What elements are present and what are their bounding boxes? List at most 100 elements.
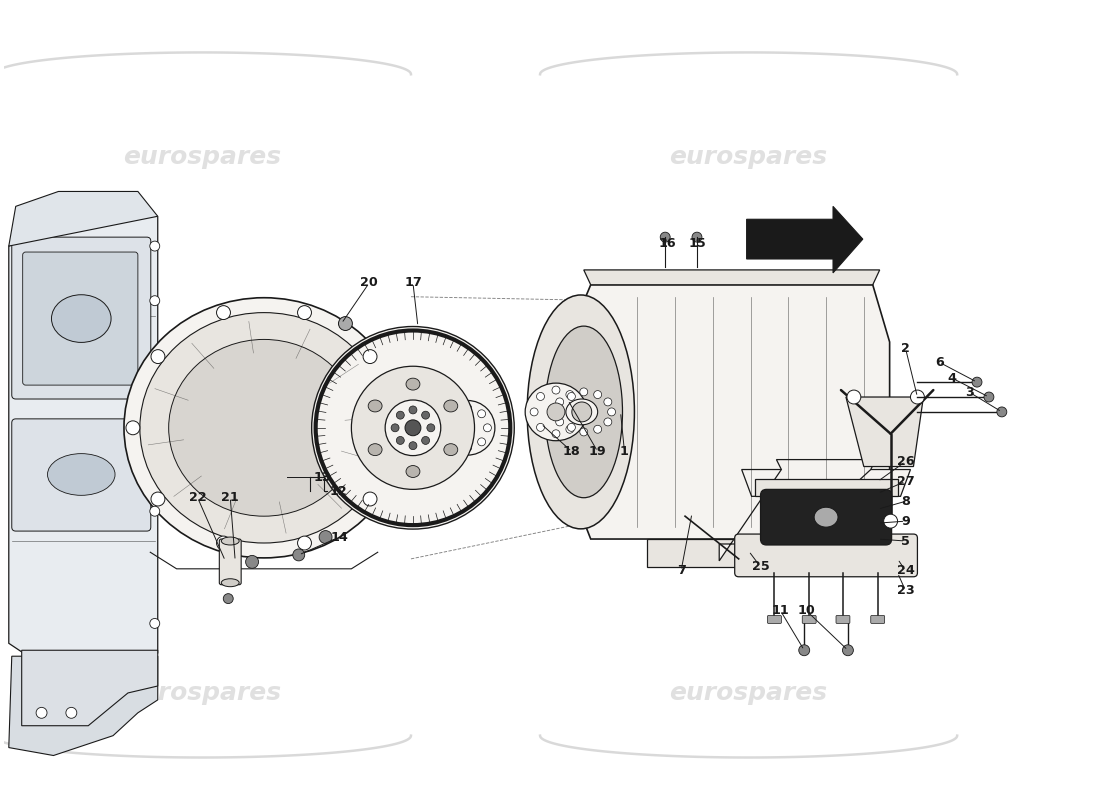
Ellipse shape — [140, 313, 388, 543]
FancyBboxPatch shape — [768, 615, 781, 623]
Circle shape — [392, 424, 399, 432]
Circle shape — [293, 549, 305, 561]
Circle shape — [843, 645, 854, 656]
Ellipse shape — [443, 400, 458, 412]
Circle shape — [427, 424, 434, 432]
Ellipse shape — [443, 444, 458, 456]
Circle shape — [463, 404, 472, 412]
Polygon shape — [755, 479, 898, 496]
Circle shape — [245, 555, 258, 568]
Text: 1: 1 — [620, 445, 629, 458]
Circle shape — [552, 408, 560, 416]
Circle shape — [594, 426, 602, 434]
Circle shape — [594, 390, 602, 398]
Polygon shape — [9, 656, 157, 755]
Text: 7: 7 — [676, 564, 685, 578]
Ellipse shape — [368, 444, 382, 456]
Text: 5: 5 — [901, 534, 910, 547]
Circle shape — [396, 437, 405, 445]
Circle shape — [66, 707, 77, 718]
Circle shape — [607, 408, 616, 416]
Text: eurospares: eurospares — [670, 145, 827, 169]
Text: 12: 12 — [330, 485, 348, 498]
Circle shape — [409, 442, 417, 450]
Ellipse shape — [168, 339, 360, 516]
FancyBboxPatch shape — [871, 615, 884, 623]
Circle shape — [363, 350, 377, 363]
Circle shape — [298, 306, 311, 319]
Text: 19: 19 — [588, 445, 606, 458]
Polygon shape — [647, 539, 821, 567]
Polygon shape — [846, 397, 923, 466]
Circle shape — [477, 410, 485, 418]
FancyBboxPatch shape — [219, 539, 241, 585]
Circle shape — [883, 514, 898, 528]
Polygon shape — [584, 270, 880, 285]
Circle shape — [421, 411, 430, 419]
Polygon shape — [9, 216, 157, 663]
Circle shape — [150, 618, 160, 629]
Circle shape — [537, 423, 544, 431]
Text: 4: 4 — [948, 372, 957, 385]
Circle shape — [547, 403, 565, 421]
Ellipse shape — [814, 507, 838, 527]
FancyBboxPatch shape — [12, 237, 151, 399]
Circle shape — [477, 438, 485, 446]
Text: 9: 9 — [901, 514, 910, 528]
FancyBboxPatch shape — [836, 615, 850, 623]
Ellipse shape — [368, 400, 382, 412]
FancyBboxPatch shape — [23, 252, 138, 385]
Circle shape — [574, 408, 582, 416]
Text: 27: 27 — [896, 475, 914, 488]
Circle shape — [568, 393, 575, 401]
Circle shape — [409, 406, 417, 414]
FancyBboxPatch shape — [735, 534, 917, 577]
Ellipse shape — [385, 400, 441, 456]
Polygon shape — [747, 206, 862, 273]
Ellipse shape — [527, 295, 635, 529]
Circle shape — [217, 536, 230, 550]
FancyBboxPatch shape — [802, 615, 816, 623]
Circle shape — [565, 426, 574, 434]
Ellipse shape — [406, 466, 420, 478]
Circle shape — [530, 408, 538, 416]
Circle shape — [450, 410, 458, 418]
Circle shape — [984, 392, 994, 402]
Circle shape — [911, 390, 924, 404]
Text: 6: 6 — [935, 356, 944, 369]
Circle shape — [150, 400, 160, 410]
Text: 25: 25 — [751, 560, 769, 574]
Circle shape — [421, 437, 430, 445]
Circle shape — [150, 506, 160, 516]
Ellipse shape — [47, 454, 116, 495]
Circle shape — [580, 428, 587, 436]
Circle shape — [217, 306, 230, 319]
Text: 23: 23 — [896, 584, 914, 597]
Polygon shape — [575, 285, 890, 539]
Polygon shape — [719, 459, 876, 561]
Circle shape — [537, 393, 544, 401]
Circle shape — [450, 438, 458, 446]
Ellipse shape — [565, 399, 597, 425]
Text: 17: 17 — [404, 276, 421, 290]
Circle shape — [552, 430, 560, 438]
Ellipse shape — [221, 537, 239, 545]
Text: 8: 8 — [901, 494, 910, 508]
Circle shape — [405, 420, 421, 436]
Polygon shape — [741, 470, 911, 496]
Text: 11: 11 — [771, 604, 790, 617]
Circle shape — [580, 388, 587, 396]
Circle shape — [151, 492, 165, 506]
Circle shape — [126, 421, 140, 434]
Text: 13: 13 — [314, 471, 331, 484]
Circle shape — [660, 232, 670, 242]
Circle shape — [972, 377, 982, 387]
Circle shape — [151, 350, 165, 363]
Circle shape — [565, 390, 574, 398]
Circle shape — [36, 707, 47, 718]
Text: 15: 15 — [689, 237, 706, 250]
Circle shape — [396, 411, 405, 419]
Ellipse shape — [351, 366, 474, 490]
Circle shape — [443, 424, 452, 432]
Text: 21: 21 — [221, 491, 239, 504]
